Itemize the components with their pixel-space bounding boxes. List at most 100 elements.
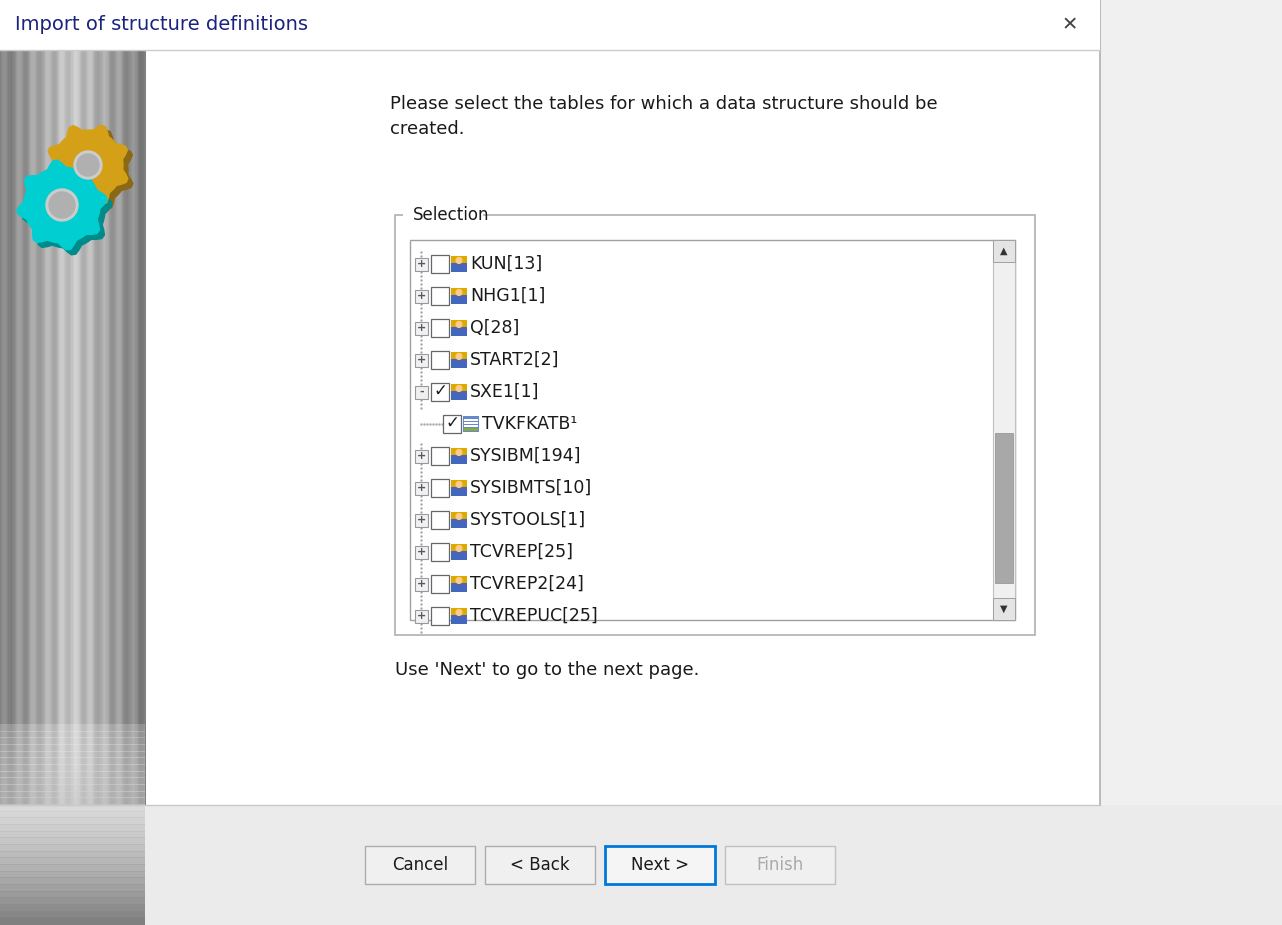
Text: < Back: < Back	[510, 856, 569, 874]
Bar	[100, 50, 103, 925]
Bar	[0, 751, 145, 758]
Bar	[76, 50, 78, 925]
Bar	[129, 50, 131, 925]
Bar	[103, 50, 104, 925]
Text: +: +	[417, 515, 426, 525]
Bar	[44, 50, 45, 925]
Bar	[0, 804, 145, 811]
Text: Q[28]: Q[28]	[470, 319, 519, 337]
Bar	[451, 256, 467, 272]
Bar	[99, 50, 101, 925]
Bar	[451, 448, 467, 464]
Bar	[94, 50, 95, 925]
Bar	[104, 50, 105, 925]
Bar	[451, 288, 467, 304]
Circle shape	[456, 482, 462, 487]
Bar	[0, 0, 1100, 925]
Bar	[464, 425, 478, 427]
Bar	[451, 448, 467, 455]
Bar	[79, 50, 82, 925]
Bar	[463, 416, 479, 432]
Bar	[27, 50, 28, 925]
Bar	[451, 576, 467, 583]
Bar	[1, 50, 3, 925]
Bar	[95, 50, 96, 925]
Bar	[0, 797, 145, 805]
Text: SYSTOOLS[1]: SYSTOOLS[1]	[470, 511, 586, 529]
Bar	[135, 50, 136, 925]
Bar	[415, 546, 428, 559]
Bar	[8, 50, 9, 925]
Bar	[19, 50, 21, 925]
Bar	[105, 50, 106, 925]
Polygon shape	[22, 166, 112, 254]
Bar	[451, 512, 467, 528]
Circle shape	[456, 353, 462, 359]
Bar	[13, 50, 15, 925]
Bar	[50, 50, 51, 925]
Bar	[0, 50, 1, 925]
Polygon shape	[49, 125, 128, 204]
Bar	[994, 240, 1015, 262]
Circle shape	[456, 322, 462, 327]
Bar	[82, 50, 83, 925]
Bar	[0, 864, 145, 871]
Bar	[144, 50, 145, 925]
Bar	[88, 50, 90, 925]
Text: TVKFKATB¹: TVKFKATB¹	[482, 415, 577, 433]
Bar	[47, 50, 49, 925]
Text: ▲: ▲	[1000, 246, 1008, 256]
Bar	[431, 511, 449, 529]
Bar	[464, 419, 478, 421]
Bar	[451, 608, 467, 615]
Bar	[26, 50, 27, 925]
Bar	[51, 50, 53, 925]
Bar	[415, 610, 428, 623]
Bar	[32, 50, 35, 925]
Bar	[4, 50, 5, 925]
Bar	[431, 575, 449, 593]
Bar	[726, 846, 835, 884]
Bar	[0, 0, 1100, 50]
Bar	[58, 50, 60, 925]
Polygon shape	[51, 194, 83, 226]
Bar	[451, 288, 467, 295]
Bar	[68, 50, 69, 925]
Bar	[431, 543, 449, 561]
Bar	[451, 544, 467, 551]
Bar	[53, 50, 54, 925]
Text: SYSIBMTS[10]: SYSIBMTS[10]	[470, 479, 592, 497]
Polygon shape	[54, 130, 133, 210]
Bar	[403, 207, 483, 223]
Bar	[415, 257, 428, 270]
Bar	[31, 50, 32, 925]
Bar	[124, 50, 126, 925]
Polygon shape	[49, 192, 76, 218]
Bar	[109, 50, 110, 925]
Bar	[15, 50, 18, 925]
Bar	[91, 50, 92, 925]
Polygon shape	[17, 160, 106, 250]
Bar	[60, 50, 62, 925]
Bar	[62, 50, 63, 925]
Bar	[415, 290, 428, 302]
Text: START2[2]: START2[2]	[470, 351, 559, 369]
Bar	[56, 50, 59, 925]
Bar	[431, 255, 449, 273]
Bar	[451, 480, 467, 496]
Bar	[142, 50, 145, 925]
Bar	[122, 50, 124, 925]
Bar	[0, 904, 145, 912]
Bar	[114, 50, 115, 925]
Bar	[605, 846, 715, 884]
Bar	[86, 50, 87, 925]
Text: -: -	[419, 387, 424, 397]
Bar	[0, 837, 145, 845]
Bar	[69, 50, 71, 925]
Text: +: +	[417, 259, 426, 269]
Bar	[138, 50, 141, 925]
Bar	[0, 911, 145, 919]
Bar	[0, 771, 145, 778]
Bar	[994, 240, 1015, 620]
Bar	[0, 791, 145, 798]
